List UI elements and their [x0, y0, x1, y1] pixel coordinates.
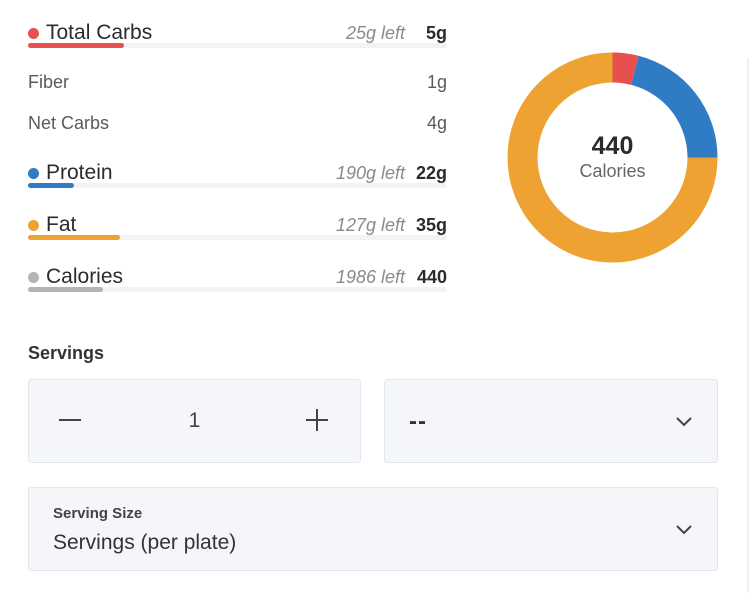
chevron-down-icon	[676, 525, 692, 535]
panel-edge	[747, 58, 749, 593]
macro-remaining: 127g left	[335, 215, 405, 235]
protein-dot-icon	[28, 168, 39, 179]
serving-size-select[interactable]: Serving Size Servings (per plate)	[28, 487, 718, 571]
macro-amount: 35g	[415, 215, 447, 235]
fiber-value: 1g	[426, 72, 447, 92]
macro-row-total-carbs: Total Carbs 25g left 5g	[28, 20, 447, 48]
serving-unit-select[interactable]: --	[384, 379, 718, 463]
macro-row-protein: Protein 190g left 22g	[28, 160, 447, 188]
macro-name: Protein	[46, 161, 113, 184]
plus-icon[interactable]	[306, 408, 330, 432]
net-carbs-value: 4g	[426, 113, 447, 133]
macro-row-fat: Fat 127g left 35g	[28, 212, 447, 240]
macro-remaining: 1986 left	[335, 267, 405, 287]
macro-progress-fill	[28, 287, 104, 292]
fiber-row: Fiber 1g	[28, 72, 447, 96]
servings-title: Servings	[28, 343, 105, 363]
donut-value: 440	[591, 132, 634, 160]
macro-progress-fill	[28, 183, 75, 188]
macro-progress-track	[28, 287, 447, 292]
donut-segment-protein	[631, 55, 718, 158]
macro-remaining: 190g left	[335, 163, 405, 183]
donut-segment-total-carbs	[612, 52, 639, 85]
macro-amount: 5g	[425, 23, 447, 43]
servings-quantity-stepper: 1	[28, 379, 361, 463]
serving-unit-value: --	[409, 408, 427, 435]
macro-progress-fill	[28, 43, 125, 48]
net-carbs-row: Net Carbs 4g	[28, 113, 447, 137]
total-carbs-dot-icon	[28, 28, 39, 39]
macro-progress-fill	[28, 235, 121, 240]
net-carbs-label: Net Carbs	[28, 113, 110, 133]
macro-name: Total Carbs	[46, 21, 153, 44]
macro-progress-track	[28, 235, 447, 240]
macro-remaining: 25g left	[345, 23, 405, 43]
serving-size-label: Serving Size	[53, 505, 143, 522]
fat-dot-icon	[28, 220, 39, 231]
minus-icon[interactable]	[59, 408, 83, 432]
macro-row-calories: Calories 1986 left 440	[28, 264, 447, 292]
serving-size-value: Servings (per plate)	[53, 531, 237, 554]
macro-amount: 440	[416, 267, 447, 287]
macro-progress-track	[28, 183, 447, 188]
fiber-label: Fiber	[28, 72, 70, 92]
servings-quantity-value[interactable]: 1	[188, 409, 201, 432]
donut-label: Calories	[579, 161, 646, 181]
macro-amount: 22g	[415, 163, 447, 183]
calories-donut-chart	[507, 52, 718, 263]
macro-name: Fat	[46, 213, 77, 236]
chevron-down-icon	[676, 417, 692, 427]
macro-progress-track	[28, 43, 447, 48]
macro-name: Calories	[46, 265, 124, 288]
calories-dot-icon	[28, 272, 39, 283]
